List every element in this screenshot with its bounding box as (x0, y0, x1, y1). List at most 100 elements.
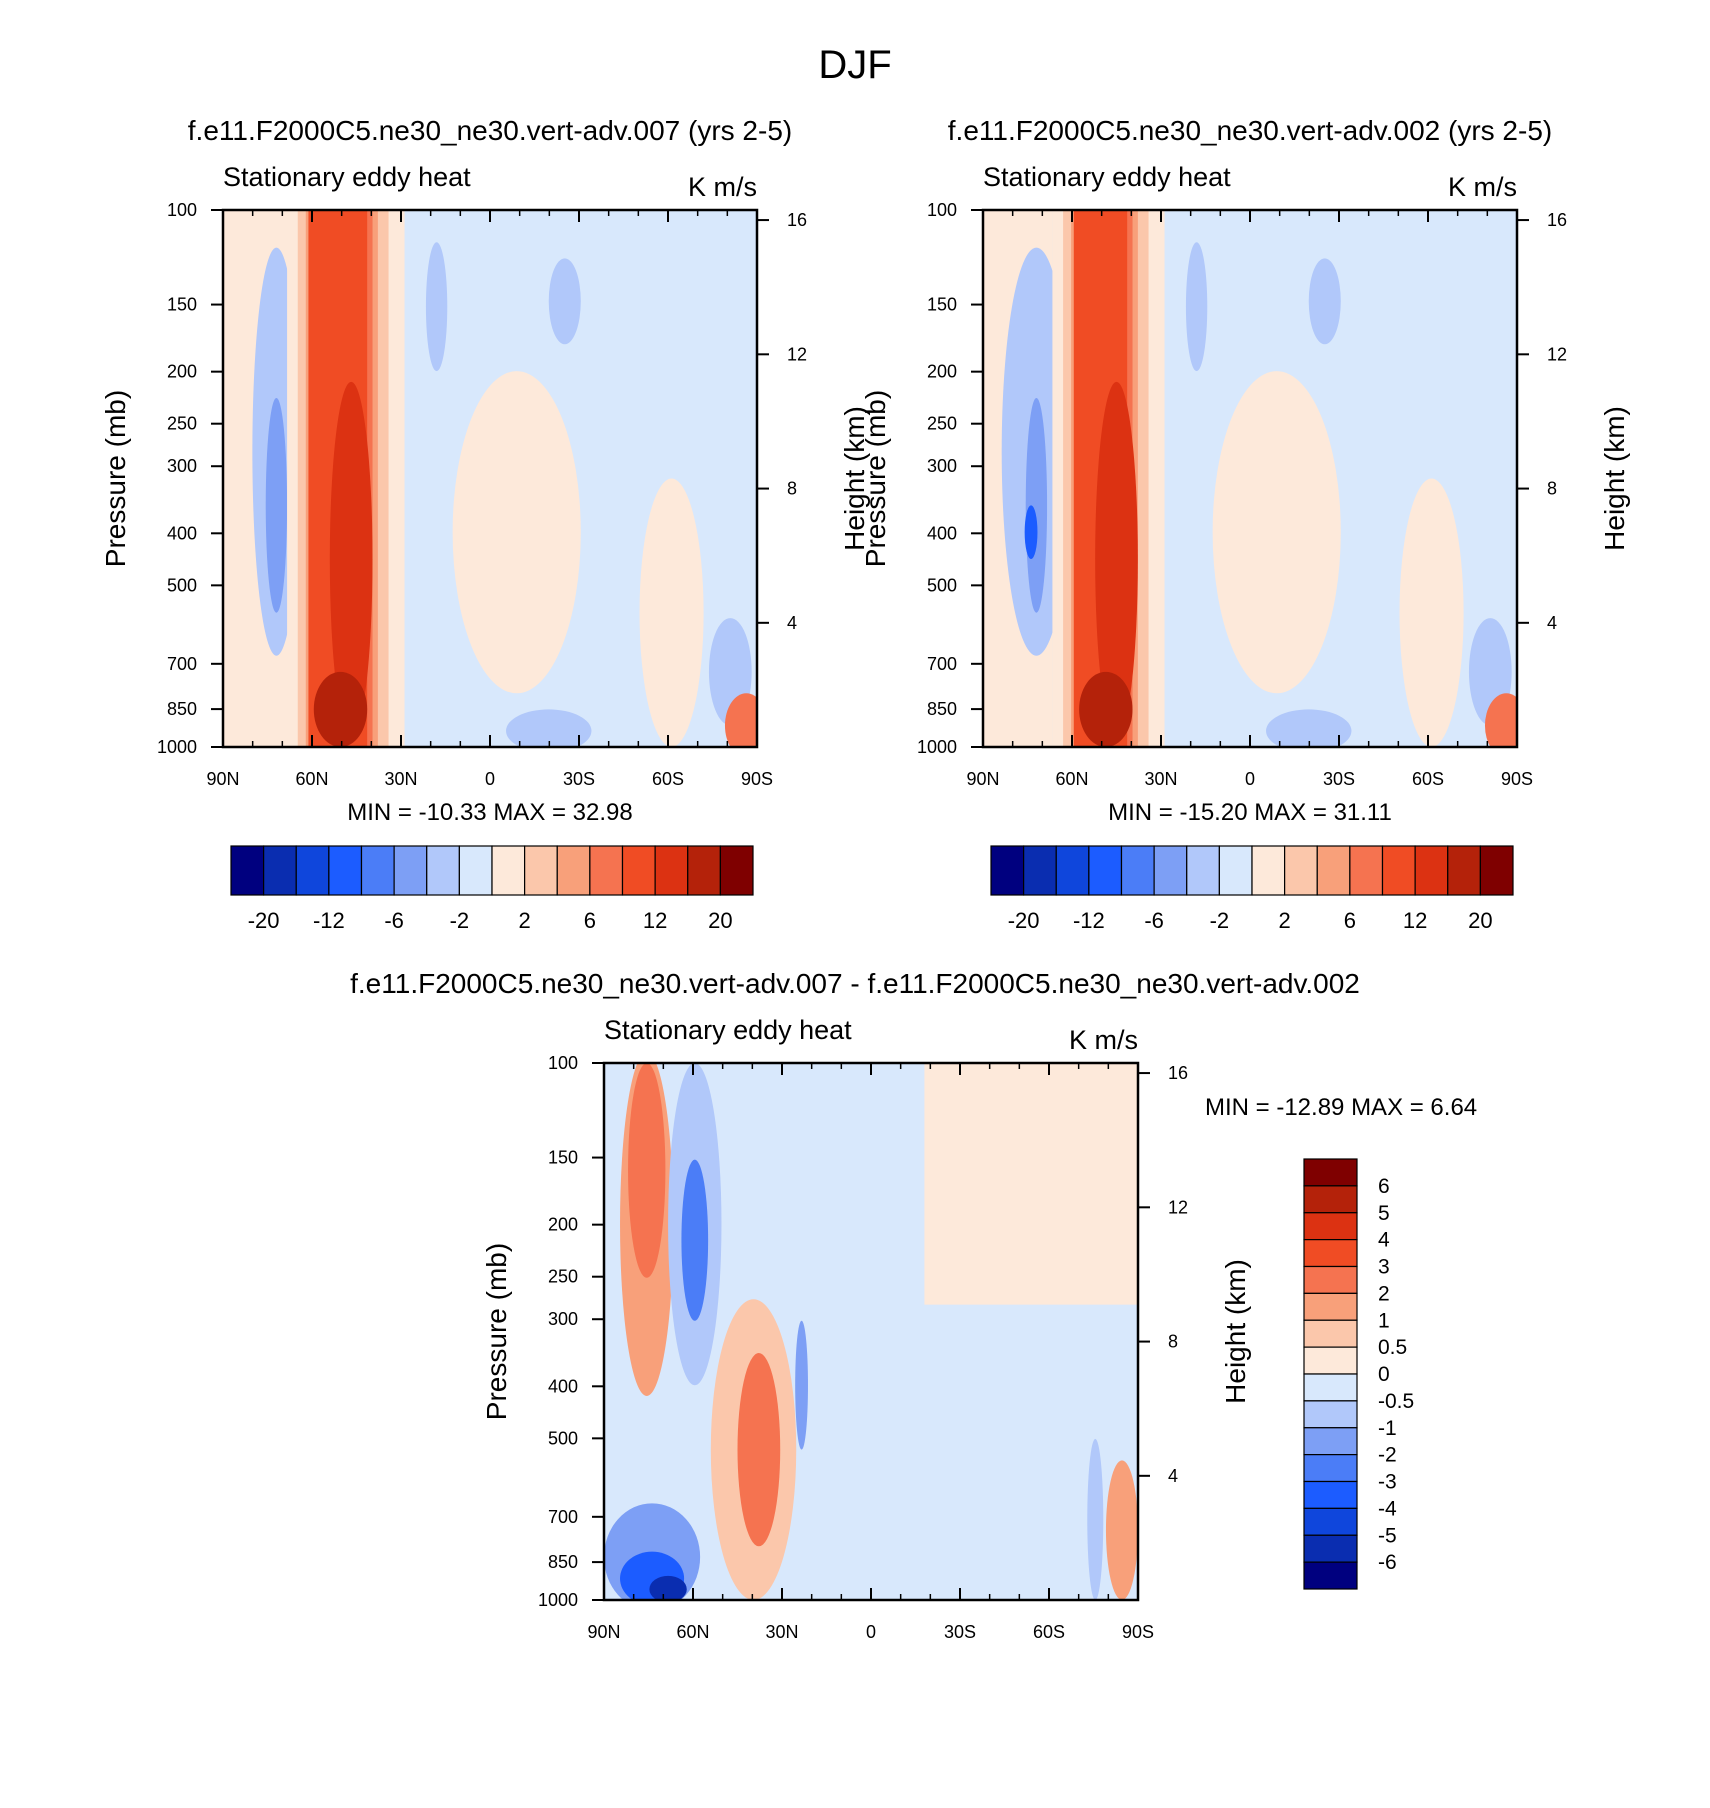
panel-subtitle-right: K m/s (1069, 1025, 1138, 1055)
x-tick-label: 90S (741, 769, 773, 789)
y-tick-label: 1000 (157, 737, 197, 757)
colorbar-label: -0.5 (1378, 1390, 1414, 1413)
colorbar-box (1303, 1561, 1358, 1590)
field-sh-band (924, 1063, 1138, 1305)
y-axis-label: Pressure (mb) (100, 390, 131, 567)
y-axis-label: Pressure (mb) (481, 1243, 512, 1420)
colorbar-box (1303, 1454, 1358, 1483)
y-tick-label: 500 (167, 575, 197, 595)
colorbar-box (556, 845, 591, 896)
panel-subtitle-right: K m/s (688, 172, 757, 202)
x-tick-label: 0 (1245, 769, 1255, 789)
y-tick-label: 300 (167, 456, 197, 476)
colorbar-box (458, 845, 493, 896)
colorbar-box (1479, 845, 1514, 896)
field-sh-warm (639, 478, 704, 747)
stats-text: MIN = -12.89 MAX = 6.64 (1205, 1094, 1477, 1121)
y2-tick-label: 8 (1547, 479, 1557, 499)
colorbar-label: -5 (1378, 1524, 1397, 1547)
colorbar-box (426, 845, 460, 896)
colorbar-box (1120, 845, 1155, 896)
x-tick-label: 60N (295, 769, 328, 789)
y-tick-label: 1000 (538, 1590, 578, 1610)
colorbar-box (360, 845, 395, 896)
y-tick-label: 250 (927, 414, 957, 434)
x-tick-label: 30N (384, 769, 417, 789)
colorbar-label: -2 (1210, 908, 1230, 933)
colorbar-box (1303, 1400, 1358, 1429)
y2-tick-label: 8 (1168, 1332, 1178, 1352)
colorbar-label: -3 (1378, 1471, 1397, 1494)
contour-field (983, 210, 1517, 747)
y2-tick-label: 16 (1168, 1063, 1188, 1083)
panel-1: f.e11.F2000C5.ne30_ne30.vert-adv.007 (yr… (100, 115, 870, 826)
colorbar-box (491, 845, 526, 896)
field-diff-sh-negative (1087, 1438, 1104, 1600)
colorbar-label: 1 (1378, 1309, 1390, 1332)
y-tick-label: 200 (927, 362, 957, 382)
panel-subtitle-left: Stationary eddy heat (604, 1015, 852, 1045)
colorbar-box (1303, 1480, 1358, 1509)
x-tick-label: 90N (966, 769, 999, 789)
colorbar-box (1284, 845, 1318, 896)
y-tick-label: 250 (548, 1267, 578, 1287)
panel-title: f.e11.F2000C5.ne30_ne30.vert-adv.007 - f… (350, 968, 1360, 999)
x-tick-label: 60S (652, 769, 684, 789)
x-tick-label: 30S (1323, 769, 1355, 789)
colorbar-label: -6 (1144, 908, 1164, 933)
x-tick-label: 60S (1412, 769, 1444, 789)
colorbar-label: 2 (1279, 908, 1291, 933)
field-diff-positive-core (628, 1063, 666, 1278)
colorbar-label: 20 (1468, 908, 1492, 933)
colorbar-box (1303, 1319, 1358, 1348)
colorbar-label: -2 (450, 908, 470, 933)
colorbar-label: 2 (519, 908, 531, 933)
y-tick-label: 500 (548, 1428, 578, 1448)
colorbar-label: 0 (1378, 1363, 1390, 1386)
y2-tick-label: 4 (1547, 613, 1557, 633)
x-tick-label: 0 (866, 1622, 876, 1642)
panel-3: f.e11.F2000C5.ne30_ne30.vert-adv.007 - f… (350, 968, 1477, 1642)
colorbar-box (654, 845, 689, 896)
panel-title: f.e11.F2000C5.ne30_ne30.vert-adv.007 (yr… (188, 115, 792, 146)
colorbar-box (1303, 1265, 1358, 1294)
y-tick-label: 700 (167, 654, 197, 674)
colorbar-box (1218, 845, 1253, 896)
field-surface-negative (506, 709, 592, 747)
y-tick-label: 700 (548, 1507, 578, 1527)
x-tick-label: 90N (587, 1622, 620, 1642)
y2-tick-label: 16 (1547, 210, 1567, 230)
y2-axis-label: Height (km) (1220, 1259, 1251, 1404)
colorbar-label: 20 (708, 908, 732, 933)
y2-tick-label: 8 (787, 479, 797, 499)
colorbar-box (524, 845, 558, 896)
field-sh-warm (1399, 478, 1464, 747)
y-tick-label: 1000 (917, 737, 957, 757)
colorbar-box (1055, 845, 1090, 896)
colorbar-label: -20 (248, 908, 280, 933)
colorbar-label: 12 (643, 908, 667, 933)
field-diff-positive-mid-core (737, 1352, 781, 1547)
colorbar-label: -20 (1008, 908, 1040, 933)
y2-axis-label: Height (km) (1599, 406, 1630, 551)
x-tick-label: 90S (1122, 1622, 1154, 1642)
y2-tick-label: 4 (1168, 1466, 1178, 1486)
y-axis-label: Pressure (mb) (860, 390, 891, 567)
colorbar-label: -2 (1378, 1444, 1397, 1467)
field-diff-negative-core (681, 1159, 709, 1321)
field-diff-negative-thin (795, 1320, 808, 1450)
colorbar-box (295, 845, 330, 896)
field-jet-surface (1079, 671, 1133, 747)
field-sh-positive (724, 693, 757, 747)
colorbar-2: -20 -12 -6 -2 2 6 12 20 (990, 845, 1514, 933)
colorbar-label: 5 (1378, 1202, 1390, 1225)
y-tick-label: 500 (927, 575, 957, 595)
field-lobe-upper (425, 242, 448, 372)
colorbars: -20 -12 -6 -2 2 6 12 20 -20 -12 -6 -2 2 6 12 206543210.… (230, 845, 1514, 1590)
colorbar-box (1316, 845, 1351, 896)
colorbar-label: 4 (1378, 1229, 1390, 1252)
panel-2: f.e11.F2000C5.ne30_ne30.vert-adv.002 (yr… (860, 115, 1630, 826)
x-tick-label: 30S (563, 769, 595, 789)
y-tick-label: 300 (548, 1309, 578, 1329)
colorbar-box (393, 845, 428, 896)
